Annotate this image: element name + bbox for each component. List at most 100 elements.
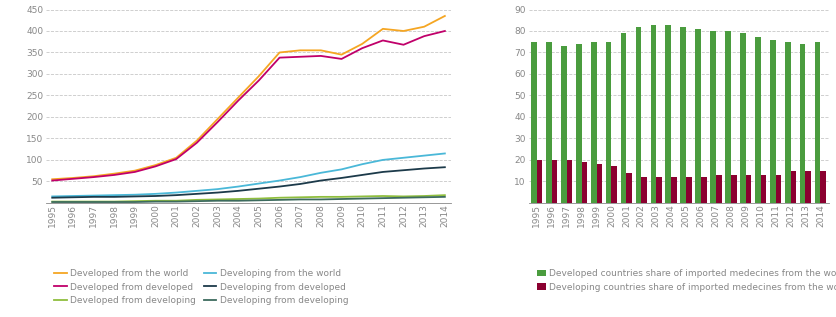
Developed from the world bbox=[274, 51, 284, 55]
Developed from developed bbox=[253, 79, 263, 82]
Developed from developed bbox=[336, 57, 346, 61]
Legend: Developed from the world, Developed from developed, Developed from developing, D: Developed from the world, Developed from… bbox=[50, 265, 352, 309]
Developed from the world bbox=[295, 49, 305, 52]
Bar bbox=[536, 160, 542, 203]
Developing from developing bbox=[398, 196, 408, 200]
Bar bbox=[581, 162, 587, 203]
Bar bbox=[625, 173, 631, 203]
Developed from developing bbox=[191, 198, 201, 202]
Bar bbox=[551, 160, 557, 203]
Bar bbox=[730, 175, 736, 203]
Developing from developing bbox=[212, 199, 222, 203]
Developing from the world bbox=[274, 179, 284, 183]
Developed from the world bbox=[398, 29, 408, 33]
Developing from the world bbox=[191, 189, 201, 193]
Developing from the world bbox=[377, 158, 387, 162]
Developed from developing bbox=[439, 193, 449, 197]
Developing from developed bbox=[68, 195, 78, 199]
Developing from developed bbox=[233, 189, 243, 193]
Developing from developing bbox=[89, 200, 99, 204]
Developed from the world bbox=[150, 163, 161, 167]
Developed from the world bbox=[212, 117, 222, 121]
Developed from developed bbox=[233, 99, 243, 102]
Developing from developed bbox=[212, 191, 222, 194]
Developing from developed bbox=[439, 165, 449, 169]
Developed from developing bbox=[295, 195, 305, 199]
Bar bbox=[531, 42, 536, 203]
Developing from the world bbox=[150, 192, 161, 196]
Developed from developed bbox=[171, 157, 181, 161]
Developed from developing bbox=[253, 197, 263, 200]
Developed from developing bbox=[274, 196, 284, 200]
Legend: Developed countries share of imported medecines from the world, Developing count: Developed countries share of imported me… bbox=[533, 265, 836, 295]
Developed from developed bbox=[377, 39, 387, 42]
Developed from developed bbox=[109, 173, 119, 177]
Bar bbox=[710, 31, 715, 203]
Bar bbox=[655, 177, 661, 203]
Developed from developed bbox=[295, 55, 305, 59]
Bar bbox=[686, 177, 691, 203]
Developing from developed bbox=[89, 195, 99, 199]
Bar bbox=[695, 29, 701, 203]
Developed from developed bbox=[439, 29, 449, 33]
Developed from the world bbox=[68, 176, 78, 180]
Developing from the world bbox=[130, 193, 140, 197]
Bar bbox=[701, 177, 706, 203]
Developed from the world bbox=[89, 174, 99, 178]
Developing from developing bbox=[295, 197, 305, 201]
Bar bbox=[799, 44, 804, 203]
Developing from developed bbox=[171, 193, 181, 197]
Developing from the world bbox=[398, 156, 408, 160]
Developing from developed bbox=[336, 176, 346, 180]
Bar bbox=[635, 27, 640, 203]
Line: Developing from developing: Developing from developing bbox=[52, 197, 444, 202]
Developing from developed bbox=[398, 168, 408, 172]
Developing from the world bbox=[89, 194, 99, 197]
Developed from developed bbox=[419, 34, 429, 38]
Bar bbox=[760, 175, 766, 203]
Line: Developed from the world: Developed from the world bbox=[52, 16, 444, 179]
Developing from developed bbox=[357, 173, 367, 177]
Developing from developed bbox=[109, 195, 119, 199]
Line: Developing from the world: Developing from the world bbox=[52, 153, 444, 197]
Developing from the world bbox=[171, 191, 181, 194]
Developing from developed bbox=[419, 167, 429, 171]
Bar bbox=[790, 171, 795, 203]
Bar bbox=[605, 42, 611, 203]
Developing from developing bbox=[274, 198, 284, 202]
Bar bbox=[754, 37, 760, 203]
Developing from developing bbox=[377, 196, 387, 200]
Developing from developed bbox=[253, 187, 263, 191]
Developed from developing bbox=[89, 200, 99, 204]
Bar bbox=[650, 24, 655, 203]
Line: Developed from developing: Developed from developing bbox=[52, 195, 444, 202]
Developing from the world bbox=[315, 171, 325, 175]
Developed from developing bbox=[150, 199, 161, 203]
Bar bbox=[566, 160, 572, 203]
Developing from developed bbox=[47, 196, 57, 200]
Developed from developed bbox=[191, 141, 201, 145]
Developed from developed bbox=[130, 170, 140, 174]
Developing from the world bbox=[357, 162, 367, 166]
Developing from the world bbox=[295, 175, 305, 179]
Developed from developed bbox=[212, 120, 222, 124]
Developed from the world bbox=[357, 42, 367, 46]
Bar bbox=[813, 42, 819, 203]
Bar bbox=[670, 177, 676, 203]
Developing from developed bbox=[191, 192, 201, 196]
Developing from developing bbox=[171, 200, 181, 204]
Bar bbox=[775, 175, 780, 203]
Developed from the world bbox=[47, 177, 57, 181]
Developing from developing bbox=[357, 197, 367, 200]
Developed from developing bbox=[398, 195, 408, 198]
Developing from developing bbox=[315, 197, 325, 201]
Developed from developing bbox=[68, 200, 78, 204]
Developed from the world bbox=[336, 53, 346, 56]
Developed from the world bbox=[377, 27, 387, 31]
Bar bbox=[784, 42, 790, 203]
Bar bbox=[560, 46, 566, 203]
Developed from developing bbox=[109, 200, 119, 204]
Developing from the world bbox=[68, 194, 78, 198]
Bar bbox=[611, 166, 616, 203]
Developed from developed bbox=[89, 175, 99, 179]
